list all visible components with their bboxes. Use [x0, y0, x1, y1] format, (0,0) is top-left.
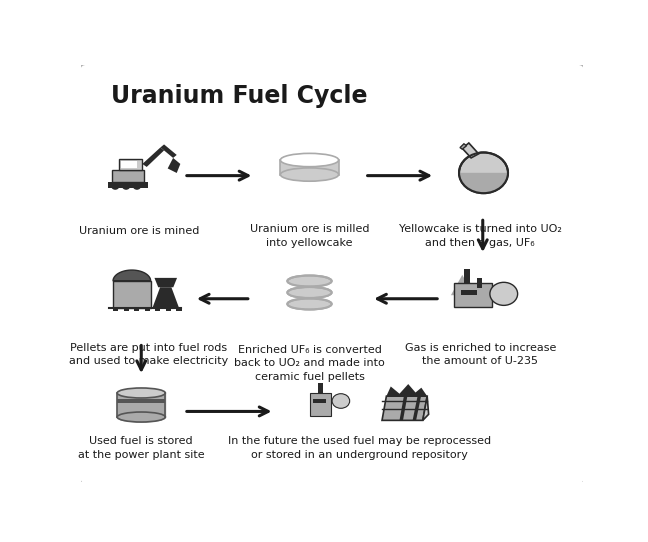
- Wedge shape: [459, 173, 508, 193]
- Polygon shape: [382, 396, 427, 421]
- Polygon shape: [119, 159, 143, 170]
- Polygon shape: [451, 275, 474, 295]
- Polygon shape: [134, 308, 139, 311]
- Polygon shape: [422, 396, 428, 421]
- Text: Pellets are put into fuel rods
and used to make electricity: Pellets are put into fuel rods and used …: [69, 343, 229, 366]
- Polygon shape: [143, 147, 164, 167]
- Ellipse shape: [288, 275, 332, 287]
- Polygon shape: [310, 392, 331, 416]
- FancyBboxPatch shape: [80, 64, 584, 485]
- Text: Uranium Fuel Cycle: Uranium Fuel Cycle: [111, 84, 367, 108]
- Polygon shape: [161, 144, 177, 158]
- Polygon shape: [111, 170, 144, 182]
- Ellipse shape: [295, 157, 316, 162]
- Text: Uranium ore is mined: Uranium ore is mined: [78, 225, 199, 236]
- Polygon shape: [156, 308, 161, 311]
- Polygon shape: [477, 278, 482, 288]
- Polygon shape: [464, 269, 470, 283]
- Ellipse shape: [332, 393, 350, 408]
- Polygon shape: [117, 399, 165, 403]
- Polygon shape: [413, 396, 421, 421]
- Polygon shape: [166, 308, 171, 311]
- Text: Used fuel is stored
at the power plant site: Used fuel is stored at the power plant s…: [78, 436, 205, 460]
- Polygon shape: [145, 308, 150, 311]
- Polygon shape: [313, 399, 326, 403]
- Polygon shape: [459, 280, 479, 295]
- Text: In the future the used fuel may be reprocessed
or stored in an underground repos: In the future the used fuel may be repro…: [228, 436, 491, 460]
- Polygon shape: [461, 290, 477, 295]
- Ellipse shape: [288, 287, 332, 298]
- Polygon shape: [113, 281, 151, 308]
- Ellipse shape: [288, 299, 332, 309]
- Text: Enriched UF₆ is converted
back to UO₂ and made into
ceramic fuel pellets: Enriched UF₆ is converted back to UO₂ an…: [234, 345, 385, 382]
- Polygon shape: [173, 158, 180, 164]
- Ellipse shape: [288, 301, 332, 308]
- Text: Gas is enriched to increase
the amount of U-235: Gas is enriched to increase the amount o…: [404, 343, 556, 366]
- Polygon shape: [124, 308, 129, 311]
- Polygon shape: [386, 384, 427, 396]
- Polygon shape: [400, 396, 408, 421]
- Text: Yellowcake is turned into UO₂
and then a gas, UF₆: Yellowcake is turned into UO₂ and then a…: [399, 224, 562, 248]
- Ellipse shape: [281, 153, 339, 167]
- Polygon shape: [113, 270, 151, 281]
- Polygon shape: [281, 160, 339, 175]
- Polygon shape: [113, 308, 119, 311]
- Polygon shape: [117, 393, 165, 417]
- Text: Uranium ore is milled
into yellowcake: Uranium ore is milled into yellowcake: [249, 224, 369, 248]
- Polygon shape: [152, 287, 179, 308]
- Ellipse shape: [111, 183, 119, 190]
- Ellipse shape: [490, 282, 518, 305]
- Polygon shape: [108, 182, 148, 188]
- Ellipse shape: [281, 168, 339, 181]
- Ellipse shape: [117, 412, 165, 422]
- Ellipse shape: [122, 183, 130, 190]
- Ellipse shape: [288, 290, 332, 297]
- Polygon shape: [154, 278, 177, 287]
- Polygon shape: [460, 144, 467, 149]
- Polygon shape: [168, 158, 180, 173]
- Ellipse shape: [133, 183, 141, 190]
- Polygon shape: [462, 143, 479, 158]
- Polygon shape: [318, 383, 323, 392]
- Polygon shape: [454, 283, 492, 307]
- Polygon shape: [121, 161, 137, 168]
- Polygon shape: [176, 308, 181, 311]
- Ellipse shape: [117, 388, 165, 398]
- Ellipse shape: [459, 152, 508, 193]
- Ellipse shape: [288, 279, 332, 286]
